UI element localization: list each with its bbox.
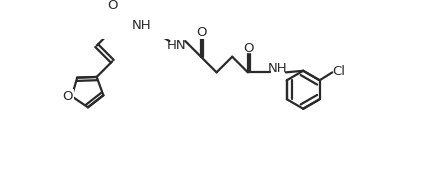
Text: O: O (196, 26, 207, 39)
Text: NH: NH (132, 19, 152, 32)
Text: O: O (107, 0, 118, 12)
Text: O: O (244, 42, 254, 54)
Text: Cl: Cl (332, 65, 345, 78)
Text: HN: HN (167, 38, 187, 52)
Text: NH: NH (267, 62, 287, 75)
Text: O: O (63, 90, 73, 103)
